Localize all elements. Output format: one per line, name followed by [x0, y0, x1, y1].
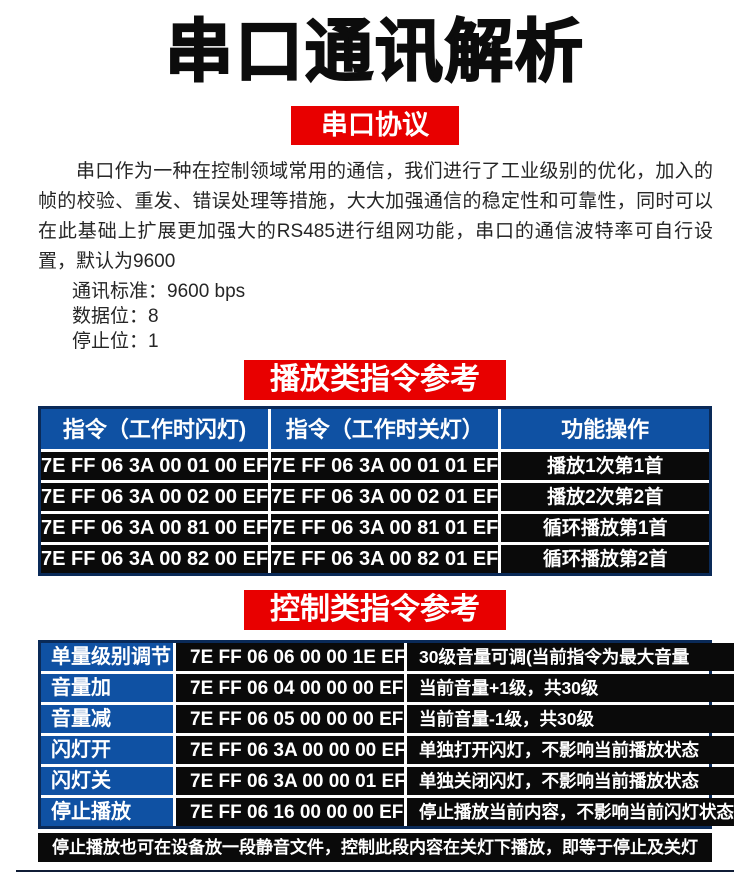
table-cell-desc: 停止播放当前内容，不影响当前闪灯状态 [407, 798, 734, 826]
table-cell-function: 循环播放第2首 [501, 545, 709, 573]
table-cell-cmd: 7E FF 06 3A 00 82 01 EF [271, 545, 499, 573]
table-cell-cmd: 7E FF 06 3A 00 00 01 EF [176, 767, 406, 795]
column-header-flash-on: 指令（工作时闪灯) [41, 409, 269, 449]
table-cell-desc: 单独打开闪灯，不影响当前播放状态 [407, 736, 734, 764]
spec-baud-rate: 通讯标准：9600 bps [72, 281, 246, 302]
table-cell-function: 播放1次第1首 [501, 452, 709, 480]
play-commands-table: 指令（工作时闪灯) 指令（工作时关灯） 功能操作 7E FF 06 3A 00 … [38, 406, 712, 576]
table-cell-cmd: 7E FF 06 3A 00 02 01 EF [271, 483, 499, 511]
table-cell-cmd: 7E FF 06 3A 00 00 00 EF [176, 736, 406, 764]
table-cell-label: 闪灯开 [41, 736, 173, 764]
table-cell-desc: 单独关闭闪灯，不影响当前播放状态 [407, 767, 734, 795]
footer-note: 停止播放也可在设备放一段静音文件，控制此段内容在关灯下播放，即等于停止及关灯 [38, 833, 712, 862]
table-cell-label: 闪灯关 [41, 767, 173, 795]
table-cell-label: 音量加 [41, 674, 173, 702]
table-cell-cmd: 7E FF 06 04 00 00 00 EF [176, 674, 404, 702]
serial-doc-page: 串口通讯解析 串口协议 串口作为一种在控制领域常用的通信，我们进行了工业级别的优… [0, 6, 750, 872]
table-cell-function: 播放2次第2首 [501, 483, 709, 511]
table-cell-cmd: 7E FF 06 05 00 00 00 EF [176, 705, 404, 733]
table-cell-desc: 30级音量可调(当前指令为最大音量 [407, 643, 734, 671]
table-cell-cmd: 7E FF 06 3A 00 01 01 EF [271, 452, 499, 480]
intro-paragraph: 串口作为一种在控制领域常用的通信，我们进行了工业级别的优化，加入的帧的校验、重发… [38, 161, 713, 272]
table-cell-cmd: 7E FF 06 3A 00 81 00 EF [41, 514, 269, 542]
table-cell-cmd: 7E FF 06 3A 00 02 00 EF [41, 483, 269, 511]
page-title: 串口通讯解析 [164, 13, 585, 91]
control-commands-table: 单量级别调节 7E FF 06 06 00 00 1E EF 30级音量可调(当… [38, 640, 734, 829]
spec-data-bits: 数据位：8 [72, 306, 159, 327]
column-header-flash-off: 指令（工作时关灯） [271, 409, 499, 449]
control-section-badge: 控制类指令参考 [244, 590, 506, 630]
protocol-badge: 串口协议 [291, 106, 459, 145]
table-cell-cmd: 7E FF 06 3A 00 81 01 EF [271, 514, 499, 542]
table-cell-label: 停止播放 [41, 798, 173, 826]
play-section-badge: 播放类指令参考 [244, 360, 506, 400]
table-cell-label: 音量减 [41, 705, 173, 733]
table-cell-cmd: 7E FF 06 06 00 00 1E EF [176, 643, 405, 671]
column-header-function: 功能操作 [501, 409, 709, 449]
table-cell-label: 单量级别调节 [41, 643, 173, 671]
table-cell-cmd: 7E FF 06 3A 00 82 00 EF [41, 545, 269, 573]
spec-stop-bits: 停止位：1 [72, 331, 159, 352]
spec-list: 通讯标准：9600 bps 数据位：8 停止位：1 [72, 279, 750, 354]
table-cell-desc: 当前音量-1级，共30级 [407, 705, 734, 733]
table-cell-desc: 当前音量+1级，共30级 [407, 674, 734, 702]
table-cell-function: 循环播放第1首 [501, 514, 709, 542]
table-cell-cmd: 7E FF 06 16 00 00 00 EF [176, 798, 404, 826]
table-cell-cmd: 7E FF 06 3A 00 01 00 EF [41, 452, 269, 480]
